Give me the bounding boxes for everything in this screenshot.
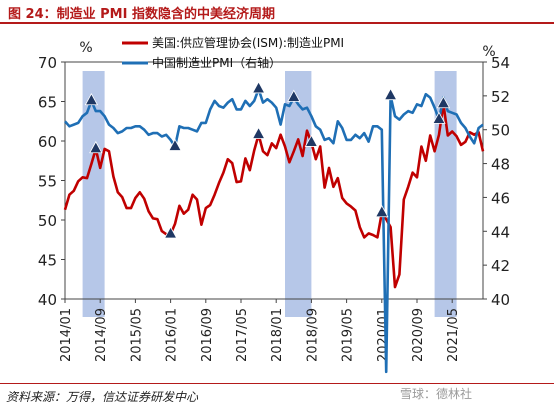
watermark: 雪球：德林社 <box>400 387 473 401</box>
event-marker-8 <box>251 126 266 139</box>
legend-label-us: 美国:供应管理协会(ISM):制造业PMI <box>152 35 344 50</box>
shaded-periods <box>82 71 457 317</box>
figure-title: 图 24：制造业 PMI 指数隐含的中美经济周期 <box>8 7 275 22</box>
x-tick-label: 2014/01 <box>59 308 74 362</box>
x-tick-label: 2020/01 <box>376 308 391 362</box>
left-axis-unit: % <box>79 40 92 56</box>
left-tick-label: 45 <box>38 252 57 270</box>
x-tick-label: 2015/05 <box>129 308 144 362</box>
event-marker-1 <box>168 138 182 151</box>
event-marker-6 <box>89 140 103 154</box>
event-markers <box>84 81 451 239</box>
shaded-period-1 <box>285 71 312 317</box>
plot-frame <box>64 61 484 300</box>
source-rule <box>0 383 554 384</box>
x-tick-label: 2018/09 <box>305 308 320 362</box>
left-tick-label: 50 <box>38 212 57 230</box>
x-tick-label: 2019/05 <box>341 308 356 362</box>
left-tick-label: 40 <box>38 291 57 309</box>
x-tick-label: 2021/05 <box>446 308 461 362</box>
event-marker-5 <box>432 111 446 124</box>
event-marker-4 <box>383 87 398 101</box>
x-tick-label: 2016/01 <box>165 308 180 362</box>
right-tick-label: 52 <box>491 88 510 106</box>
left-tick-label: 60 <box>38 133 57 151</box>
event-marker-2 <box>251 81 266 94</box>
right-axis-unit: % <box>482 44 495 60</box>
left-tick-label: 55 <box>38 173 57 191</box>
left-tick-label: 70 <box>38 54 57 72</box>
x-tick-label: 2014/09 <box>94 308 109 362</box>
x-tick-label: 2016/09 <box>200 308 215 362</box>
series-line-china-pmi <box>64 87 484 374</box>
event-marker-11 <box>436 95 451 109</box>
event-marker-7 <box>163 226 178 239</box>
x-axis: 2014/01 2014/09 2015/05 2016/01 2016/09 2017/… <box>59 299 461 362</box>
legend-label-china: 中国制造业PMI（右轴） <box>152 55 281 70</box>
shaded-period-0 <box>82 71 105 317</box>
right-tick-label: 54 <box>491 54 510 72</box>
right-axis: 40 42 44 46 48 50 52 54 <box>483 54 510 309</box>
legend: 美国:供应管理协会(ISM):制造业PMI 中国制造业PMI（右轴） <box>122 35 344 70</box>
right-tick-label: 50 <box>491 122 510 140</box>
event-marker-10 <box>375 204 389 218</box>
source-note: 资料来源：万得，信达证券研发中心 <box>6 390 199 404</box>
series-lines <box>63 87 485 374</box>
right-tick-label: 46 <box>491 189 510 207</box>
left-axis: 40 45 50 55 60 65 70 <box>38 54 65 309</box>
right-tick-label: 48 <box>491 156 510 174</box>
x-tick-label: 2020/09 <box>411 308 426 362</box>
title-rule <box>0 22 554 24</box>
event-marker-0 <box>84 92 99 106</box>
left-tick-label: 65 <box>38 94 57 112</box>
right-tick-label: 40 <box>491 291 510 309</box>
right-tick-label: 42 <box>491 257 510 275</box>
right-tick-label: 44 <box>491 223 510 241</box>
series-line-us-ism <box>63 102 485 289</box>
event-marker-3 <box>287 89 301 102</box>
x-tick-label: 2018/01 <box>270 308 285 362</box>
x-tick-label: 2017/05 <box>235 308 250 362</box>
event-marker-9 <box>304 134 319 147</box>
